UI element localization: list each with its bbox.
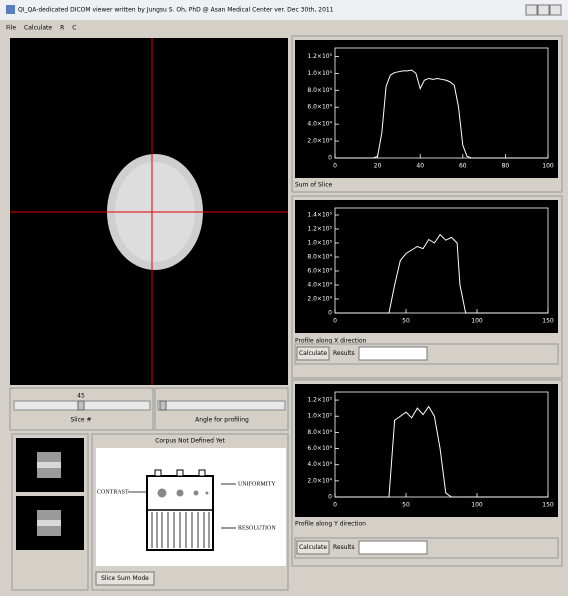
contrast-insert (206, 492, 209, 495)
y-tick-label: 8.0×10⁴ (307, 87, 332, 94)
y-tick-label: 8.0×10⁴ (307, 254, 332, 261)
slice-sum-button-label: Slice Sum Mode (101, 575, 149, 582)
x-tick-label: 60 (459, 163, 467, 170)
plot-caption: Profile along X direction (295, 338, 367, 345)
y-tick-label: 1.2×10⁵ (307, 53, 332, 60)
x-tick-label: 0 (333, 502, 337, 509)
y-tick-label: 4.0×10⁴ (307, 461, 332, 468)
y-tick-label: 0 (328, 155, 332, 162)
uniformity-label: UNIFORMITY (238, 481, 276, 487)
angle-label: Angle for profiling (195, 417, 249, 424)
x-tick-label: 150 (542, 318, 554, 325)
angle-thumb[interactable] (160, 401, 166, 410)
x-tick-label: 0 (333, 318, 337, 325)
x-tick-label: 150 (542, 502, 554, 509)
x-tick-label: 100 (471, 318, 483, 325)
phantom-tab (177, 470, 183, 476)
x-tick-label: 80 (502, 163, 510, 170)
y-tick-label: 4.0×10⁴ (307, 121, 332, 128)
y-tick-label: 0 (328, 494, 332, 501)
menu-item[interactable]: Calculate (24, 25, 52, 32)
calculate-button-label: Calculate (299, 544, 327, 551)
phantom-diagram (96, 448, 286, 566)
menu-item[interactable]: File (6, 25, 16, 32)
y-tick-label: 2.0×10⁴ (307, 477, 332, 484)
contrast-label: CONTRAST (97, 489, 129, 495)
thumbnail-band (37, 520, 61, 526)
minimize-button[interactable] (526, 5, 537, 15)
results-field[interactable] (359, 347, 427, 360)
thumbnail-band (37, 462, 61, 468)
plot-caption: Profile along Y direction (295, 521, 366, 528)
y-tick-label: 1.2×10⁵ (307, 397, 332, 404)
phantom-tab (155, 470, 161, 476)
results-label: Results (333, 350, 355, 357)
plot-caption: Sum of Slice (295, 182, 332, 189)
window-title: QI_QA-dedicated DICOM viewer written by … (18, 7, 334, 14)
x-tick-label: 100 (542, 163, 554, 170)
y-tick-label: 2.0×10⁴ (307, 138, 332, 145)
app-window: QI_QA-dedicated DICOM viewer written by … (0, 0, 568, 596)
y-tick-label: 1.0×10⁵ (307, 70, 332, 77)
x-tick-label: 100 (471, 502, 483, 509)
y-tick-label: 6.0×10⁴ (307, 104, 332, 111)
y-tick-label: 4.0×10⁴ (307, 282, 332, 289)
resolution-label: RESOLUTION (238, 525, 276, 531)
y-tick-label: 1.0×10⁵ (307, 240, 332, 247)
contrast-insert (177, 490, 184, 497)
maximize-button[interactable] (538, 5, 549, 15)
y-tick-label: 2.0×10⁴ (307, 296, 332, 303)
x-tick-label: 40 (416, 163, 424, 170)
y-tick-label: 1.0×10⁵ (307, 413, 332, 420)
x-tick-label: 50 (402, 318, 410, 325)
x-tick-label: 50 (402, 502, 410, 509)
contrast-insert (158, 489, 167, 498)
y-tick-label: 6.0×10⁴ (307, 445, 332, 452)
slice-value: 45 (77, 393, 85, 400)
y-tick-label: 1.2×10⁵ (307, 226, 332, 233)
app-icon (6, 5, 15, 14)
phantom-tab (199, 470, 205, 476)
slice-thumb[interactable] (78, 401, 84, 410)
y-tick-label: 0 (328, 310, 332, 317)
results-field[interactable] (359, 541, 427, 554)
calculate-button-label: Calculate (299, 350, 327, 357)
plot-area (295, 40, 558, 178)
window-controls[interactable] (526, 5, 561, 15)
results-label: Results (333, 544, 355, 551)
angle-slider[interactable] (158, 401, 285, 410)
close-button[interactable] (550, 5, 561, 15)
menu-item[interactable]: R (60, 25, 64, 32)
menu-item[interactable]: C (72, 25, 76, 32)
slice-label: Slice # (70, 417, 91, 424)
plots: 0 2.0×10⁴ 4.0×10⁴ 6.0×10⁴ 8.0×10⁴ 1.0×10⁵ 1.2×… (295, 40, 558, 558)
phantom-panel-title: Corpus Not Defined Yet (155, 438, 225, 445)
x-tick-label: 20 (374, 163, 382, 170)
y-tick-label: 1.4×10⁵ (307, 212, 332, 219)
contrast-insert (194, 491, 199, 496)
x-tick-label: 0 (333, 163, 337, 170)
y-tick-label: 6.0×10⁴ (307, 268, 332, 275)
y-tick-label: 8.0×10⁴ (307, 429, 332, 436)
